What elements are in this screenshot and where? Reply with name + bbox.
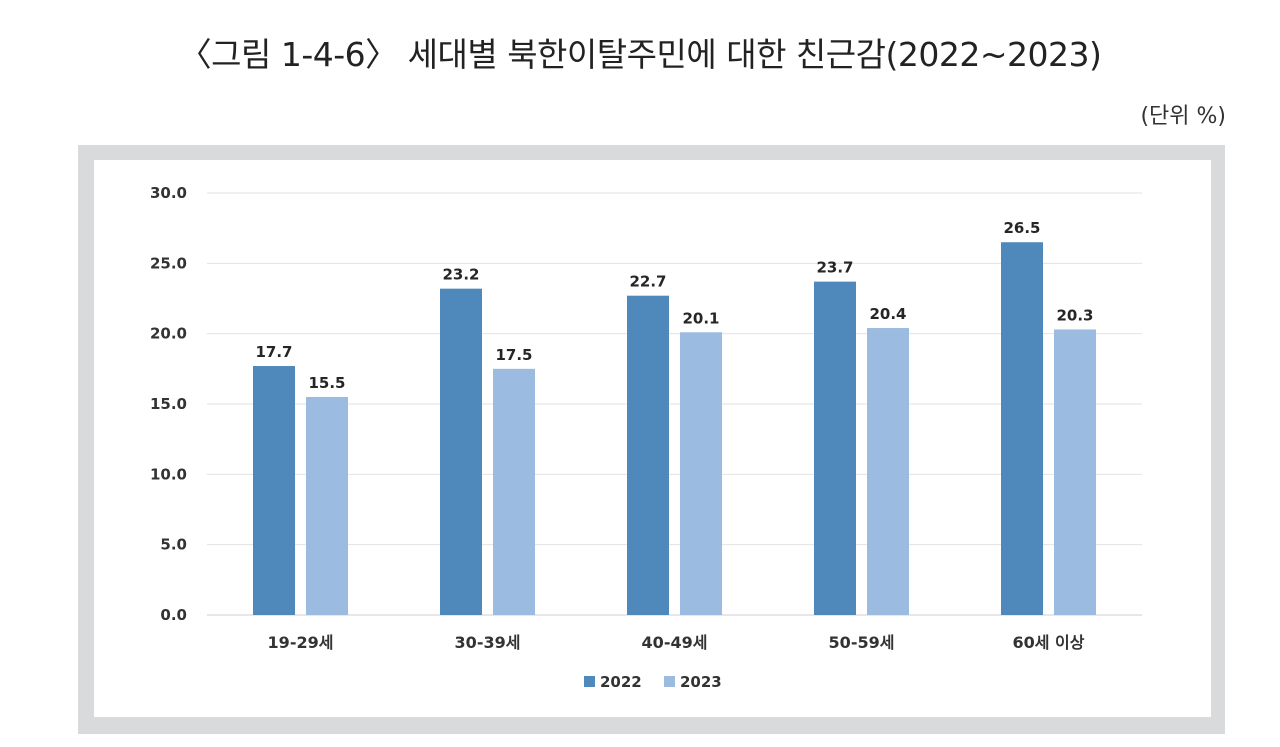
bar-2022-1 bbox=[440, 288, 482, 615]
y-tick-label: 15.0 bbox=[150, 395, 187, 413]
data-label-2022-2: 22.7 bbox=[629, 273, 666, 291]
bar-2023-0 bbox=[306, 396, 348, 615]
y-tick-label: 25.0 bbox=[150, 254, 187, 272]
data-label-2023-4: 20.3 bbox=[1056, 306, 1093, 324]
x-axis-categories: 19-29세 30-39세 40-49세 50-59세 60세 이상 bbox=[268, 633, 1085, 652]
bar-2023-3 bbox=[867, 328, 909, 615]
y-tick-label: 5.0 bbox=[160, 536, 187, 554]
data-label-2022-3: 23.7 bbox=[816, 259, 853, 277]
x-category-label: 50-59세 bbox=[829, 633, 895, 652]
legend-swatch-2023 bbox=[664, 676, 675, 687]
data-label-2022-4: 26.5 bbox=[1003, 219, 1040, 237]
bar-2022-3 bbox=[814, 281, 856, 615]
data-label-2023-1: 17.5 bbox=[495, 346, 532, 364]
x-category-label: 30-39세 bbox=[455, 633, 521, 652]
bar-2023-4 bbox=[1054, 329, 1096, 615]
x-category-label: 60세 이상 bbox=[1013, 633, 1085, 652]
data-labels: 17.7 15.5 23.2 17.5 22.7 20.1 23.7 20.4 26.5 20.3 bbox=[255, 219, 1093, 392]
gridlines bbox=[207, 192, 1142, 616]
y-tick-label: 10.0 bbox=[150, 465, 187, 483]
bars bbox=[253, 242, 1096, 615]
legend-label-2023: 2023 bbox=[680, 673, 722, 691]
x-category-label: 19-29세 bbox=[268, 633, 334, 652]
legend-label-2022: 2022 bbox=[600, 673, 642, 691]
legend-swatch-2022 bbox=[584, 676, 595, 687]
y-tick-label: 30.0 bbox=[150, 184, 187, 202]
bar-2022-2 bbox=[627, 295, 669, 615]
data-label-2023-2: 20.1 bbox=[682, 309, 719, 327]
y-tick-label: 0.0 bbox=[160, 606, 187, 624]
data-label-2023-0: 15.5 bbox=[308, 374, 345, 392]
bar-2023-1 bbox=[493, 368, 535, 615]
x-category-label: 40-49세 bbox=[642, 633, 708, 652]
data-label-2023-3: 20.4 bbox=[869, 305, 906, 323]
figure-title: 〈그림 1-4-6〉 세대별 북한이탈주민에 대한 친근감(2022~2023) bbox=[178, 35, 1102, 74]
bar-2022-0 bbox=[253, 366, 295, 615]
bar-2023-2 bbox=[680, 332, 722, 615]
unit-note: (단위 %) bbox=[1140, 104, 1226, 129]
y-tick-label: 20.0 bbox=[150, 325, 187, 343]
legend: 2022 2023 bbox=[584, 673, 722, 691]
y-axis-ticks: 0.0 5.0 10.0 15.0 20.0 25.0 30.0 bbox=[150, 184, 187, 624]
bar-2022-4 bbox=[1001, 242, 1043, 615]
data-label-2022-1: 23.2 bbox=[442, 266, 479, 284]
data-label-2022-0: 17.7 bbox=[255, 343, 292, 361]
